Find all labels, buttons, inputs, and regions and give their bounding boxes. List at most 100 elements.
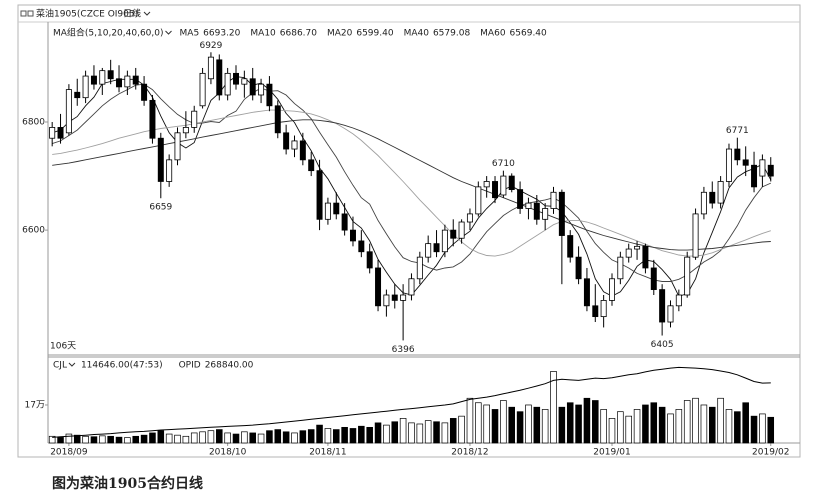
volume-bar (592, 400, 599, 444)
candle-body (90, 75, 97, 85)
volume-bar (575, 404, 582, 444)
volume-bar (224, 432, 231, 444)
candle-body (291, 140, 298, 150)
candle-body (341, 213, 348, 231)
candle-body (383, 294, 390, 307)
candle-body (408, 278, 415, 296)
volume-bar (174, 434, 181, 444)
candle-body (358, 240, 365, 253)
volume-bar (533, 406, 541, 444)
candle-body (65, 89, 72, 134)
volume-bar (683, 400, 691, 444)
candle-body (375, 267, 382, 307)
volume-bar (433, 421, 440, 444)
volume-legend-value: 114646.00(47:53) (81, 361, 163, 371)
volume-bar (349, 428, 357, 444)
candle-body (349, 229, 356, 242)
volume-bar (483, 404, 490, 444)
volume-bar (232, 433, 240, 444)
volume-bar (759, 413, 766, 444)
volume-bar (441, 422, 449, 444)
volume-bar (374, 422, 382, 444)
legend-name: MA10 (250, 29, 276, 39)
extreme-label: 6710 (492, 159, 515, 169)
candle-body (249, 78, 256, 96)
volume-bar (725, 409, 733, 444)
dropdown-icon[interactable] (165, 30, 172, 35)
volume-bar (566, 402, 574, 444)
candle-body (450, 229, 457, 239)
dropdown-icon[interactable] (68, 362, 76, 367)
candle-body (241, 78, 248, 85)
volume-bar (299, 430, 307, 444)
legend-name: MA60 (480, 29, 506, 39)
volume-bar (274, 429, 282, 444)
volume-bar (617, 411, 624, 444)
volume-bar (708, 406, 716, 444)
x-tick-label: 2018/11 (309, 448, 346, 458)
candle-body (767, 164, 774, 177)
candle-body (107, 70, 114, 80)
y-tick-label: 6800 (22, 118, 45, 128)
volume-bar (500, 400, 507, 444)
volume-bar (767, 416, 775, 444)
volume-bar (734, 411, 741, 444)
candle-body (182, 127, 189, 134)
volume-bar (316, 424, 323, 444)
x-tick-label: 2018/10 (209, 448, 247, 458)
candle-body (441, 229, 448, 253)
ma-legend-label[interactable]: MA组合(5,10,20,40,60,0) (53, 27, 164, 39)
candle-body (416, 256, 423, 280)
candle-body (700, 191, 707, 215)
candle-body (667, 305, 674, 323)
candle-body (542, 208, 549, 220)
candle-body (492, 181, 499, 199)
candle-body (751, 164, 758, 188)
candle-body (324, 202, 331, 220)
candle-body (675, 294, 682, 307)
candle-body (558, 191, 565, 236)
candle-body (216, 59, 223, 96)
volume-bar (257, 433, 265, 444)
candle-body (609, 278, 615, 301)
candle-body (74, 91, 81, 99)
volume-bar (750, 415, 758, 444)
candle-body (517, 189, 524, 209)
volume-bar (48, 435, 56, 444)
volume-bar (742, 402, 749, 444)
volume-bar (115, 436, 123, 444)
period[interactable]: 日线 (123, 8, 141, 20)
candle-body (124, 75, 131, 88)
volume-bar (717, 397, 724, 444)
extreme-label: 6659 (149, 203, 172, 213)
candle-body (266, 83, 273, 107)
volume-bar (383, 424, 390, 444)
volume-bar (391, 421, 399, 444)
volume-bar (165, 433, 173, 444)
candle-body (709, 191, 716, 204)
volume-bar (358, 425, 365, 444)
days-label: 106天 (50, 342, 76, 352)
candle-body (333, 202, 340, 215)
ma-line (52, 119, 771, 251)
candle-body (692, 213, 699, 258)
candle-body (224, 72, 231, 96)
candle-body (49, 127, 56, 139)
volume-bar (424, 420, 432, 444)
volume-bar (90, 436, 98, 444)
volume-bar (82, 435, 89, 444)
candle-body (157, 137, 164, 182)
candle-body (174, 132, 181, 161)
legend-value: 6579.08 (433, 29, 470, 39)
volume-bar (600, 409, 607, 444)
volume-bar (692, 397, 699, 444)
candle-body (725, 148, 732, 182)
volume-bar (408, 422, 415, 444)
volume-bar (207, 430, 215, 444)
candle-body (308, 159, 315, 172)
candle-body (425, 243, 432, 258)
volume-legend-label[interactable]: CJL (53, 361, 67, 371)
volume-bar (541, 409, 549, 444)
dropdown-icon[interactable] (143, 11, 151, 16)
